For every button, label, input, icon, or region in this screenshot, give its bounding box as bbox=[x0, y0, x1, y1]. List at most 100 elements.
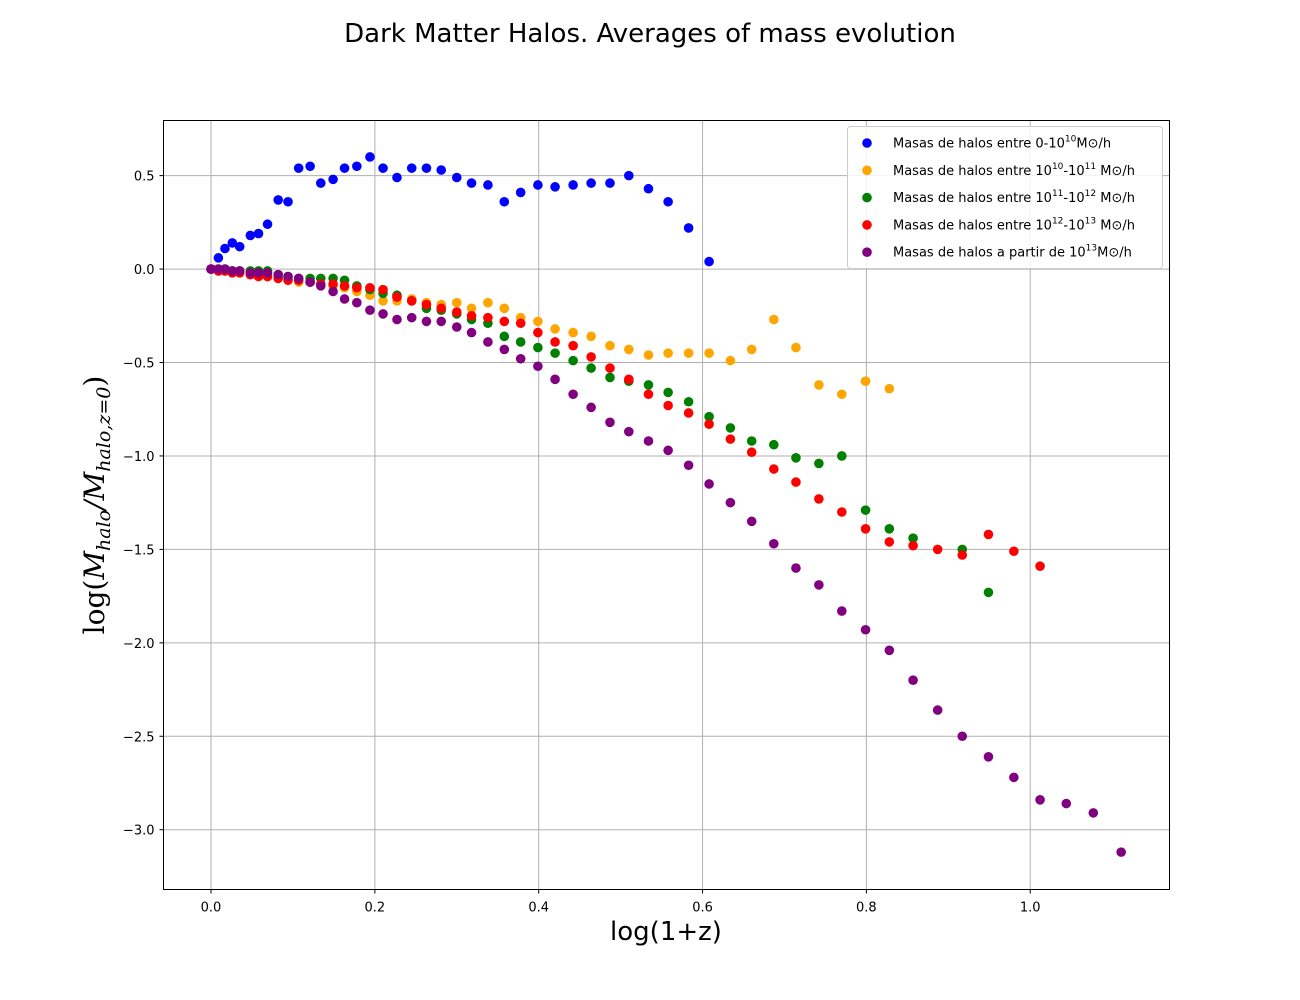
data-point bbox=[624, 344, 634, 355]
data-point bbox=[436, 165, 447, 175]
legend-marker bbox=[862, 165, 872, 176]
series-1 bbox=[206, 152, 714, 274]
data-point bbox=[769, 464, 779, 474]
series-4 bbox=[206, 264, 1045, 572]
data-point bbox=[421, 299, 432, 310]
data-point bbox=[421, 163, 432, 173]
data-point bbox=[245, 230, 256, 241]
data-point bbox=[605, 417, 615, 428]
data-point bbox=[227, 266, 238, 276]
data-point bbox=[293, 273, 304, 284]
data-point bbox=[483, 297, 493, 308]
data-point bbox=[725, 355, 736, 366]
legend: Masas de halos entre 0-1010M⊙/h Masas de … bbox=[847, 126, 1163, 269]
data-point bbox=[860, 505, 871, 515]
data-point bbox=[283, 196, 293, 207]
data-point bbox=[957, 550, 968, 560]
data-point bbox=[704, 479, 714, 489]
data-point bbox=[352, 282, 362, 293]
data-point bbox=[1035, 561, 1045, 572]
data-point bbox=[725, 423, 736, 433]
data-point bbox=[378, 163, 388, 173]
y-tick-label: 0.0 bbox=[134, 263, 155, 278]
x-tick-label: 0.6 bbox=[692, 901, 713, 916]
data-point bbox=[957, 731, 968, 742]
data-point bbox=[352, 297, 362, 308]
data-point bbox=[683, 348, 694, 358]
data-point bbox=[1009, 546, 1019, 557]
y-tick-label: −0.5 bbox=[123, 357, 155, 372]
data-point bbox=[884, 645, 895, 656]
data-point bbox=[725, 434, 736, 444]
data-points bbox=[206, 152, 1126, 857]
data-point bbox=[328, 279, 338, 289]
data-point bbox=[643, 183, 654, 194]
data-point bbox=[568, 327, 578, 338]
data-point bbox=[305, 161, 315, 172]
y-tick-label: −3.0 bbox=[123, 824, 155, 839]
data-point bbox=[586, 331, 596, 342]
y-tick-label: 0.5 bbox=[134, 170, 155, 185]
data-point bbox=[1035, 794, 1045, 805]
data-point bbox=[533, 316, 543, 327]
data-point bbox=[1009, 772, 1019, 783]
legend-marker bbox=[862, 220, 872, 230]
data-point bbox=[586, 402, 596, 413]
series-3 bbox=[206, 264, 994, 598]
data-point bbox=[550, 337, 560, 347]
data-point bbox=[643, 380, 654, 390]
data-point bbox=[550, 182, 560, 192]
data-point bbox=[378, 296, 388, 306]
axis-ticks: 0.0 0.2 0.4 0.6 0.8 1.0 0.5 0.0 −0.5 −1.0 −1.5 −2.0… bbox=[123, 170, 1041, 916]
data-point bbox=[273, 269, 283, 280]
y-tick-label: −2.5 bbox=[123, 730, 155, 745]
data-point bbox=[624, 426, 634, 437]
data-point bbox=[908, 675, 918, 685]
legend-entry: Masas de halos entre 1012-1013 M⊙/h bbox=[893, 216, 1135, 233]
data-point bbox=[220, 264, 230, 274]
data-point bbox=[568, 389, 578, 400]
data-point bbox=[328, 174, 338, 185]
data-point bbox=[860, 524, 871, 534]
data-point bbox=[837, 389, 847, 400]
data-point bbox=[983, 529, 994, 540]
legend-entry: Masas de halos entre 0-1010M⊙/h bbox=[893, 135, 1111, 152]
data-point bbox=[884, 524, 895, 534]
legend-entry: Masas de halos entre 1011-1012 M⊙/h bbox=[893, 189, 1135, 206]
data-point bbox=[605, 178, 615, 188]
data-point bbox=[814, 458, 824, 469]
data-point bbox=[533, 180, 543, 190]
legend-marker bbox=[862, 138, 872, 148]
data-point bbox=[392, 314, 402, 325]
data-point bbox=[406, 296, 417, 306]
data-point bbox=[704, 419, 714, 429]
data-point bbox=[339, 281, 350, 291]
data-point bbox=[206, 264, 216, 274]
data-point bbox=[339, 163, 350, 173]
data-point bbox=[483, 180, 493, 190]
data-point bbox=[483, 337, 493, 347]
data-point bbox=[499, 303, 510, 314]
data-point bbox=[466, 178, 477, 188]
data-point bbox=[683, 396, 694, 407]
data-point bbox=[746, 447, 757, 458]
data-point bbox=[643, 350, 654, 360]
x-tick-label: 0.4 bbox=[528, 901, 549, 916]
data-point bbox=[315, 281, 326, 291]
data-point bbox=[328, 286, 338, 297]
data-point bbox=[352, 161, 362, 172]
data-point bbox=[234, 266, 245, 276]
data-point bbox=[339, 294, 350, 304]
data-point bbox=[213, 253, 224, 263]
data-point bbox=[262, 268, 273, 278]
data-point bbox=[466, 310, 477, 321]
data-point bbox=[515, 337, 526, 347]
x-tick-label: 0.0 bbox=[201, 901, 222, 916]
data-point bbox=[451, 297, 462, 308]
y-tick-label: −1.5 bbox=[123, 543, 155, 558]
data-point bbox=[814, 494, 824, 504]
data-point bbox=[451, 307, 462, 317]
data-point bbox=[253, 268, 264, 278]
data-point bbox=[791, 477, 801, 487]
data-point bbox=[550, 324, 560, 334]
